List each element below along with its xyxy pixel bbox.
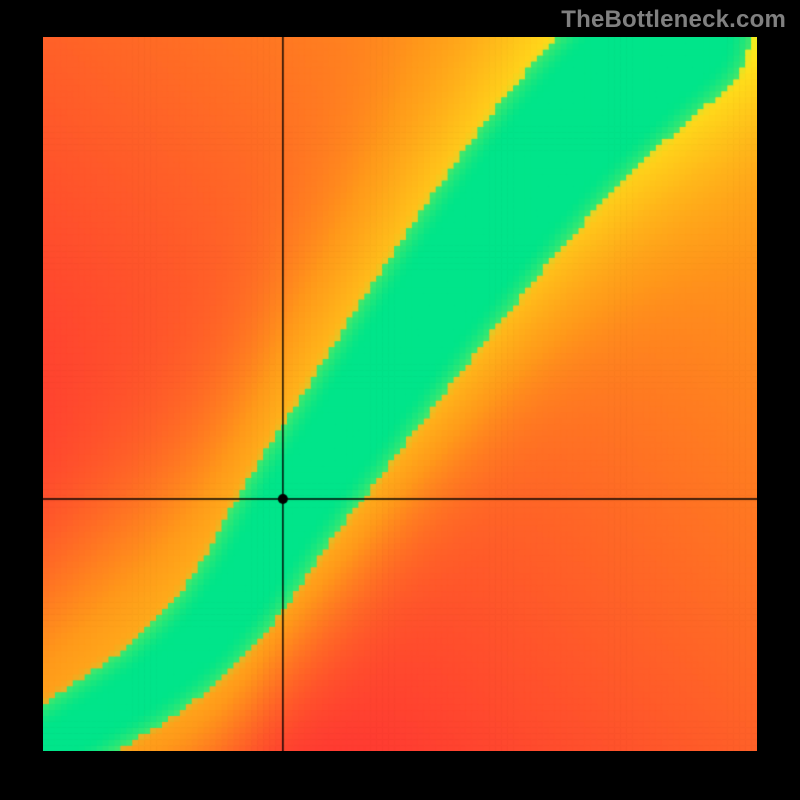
watermark-text: TheBottleneck.com: [561, 6, 786, 34]
bottleneck-heatmap: [43, 37, 757, 751]
chart-container: { "watermark": { "text": "TheBottleneck.…: [0, 0, 800, 800]
